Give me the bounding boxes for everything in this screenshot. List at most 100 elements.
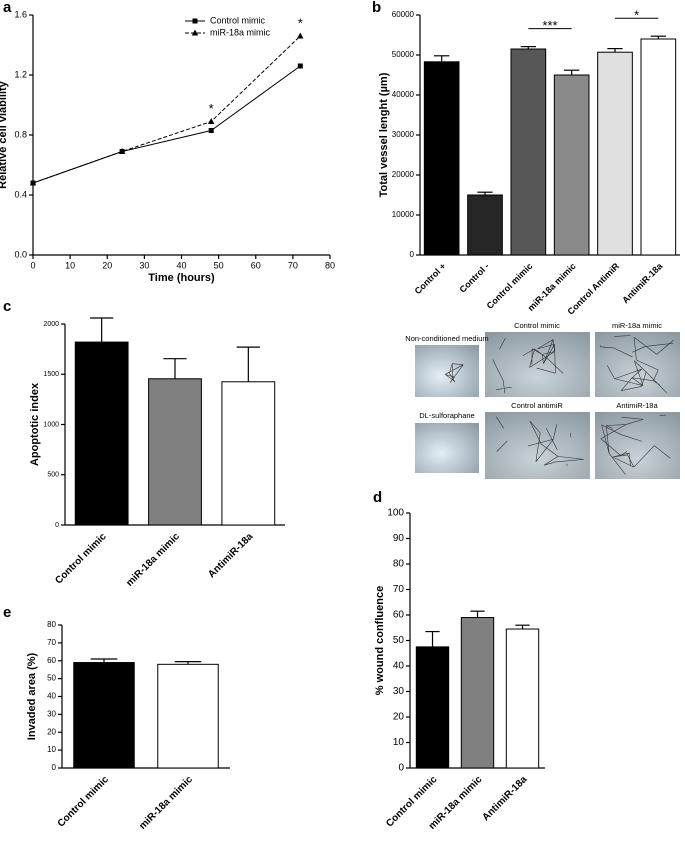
y-axis-label: Relative cell viability [0,80,9,188]
marker [208,118,215,124]
x-tick-label: Control mimic [53,531,109,587]
y-tick-label: 30000 [392,130,415,139]
marker [297,32,304,39]
x-tick-label: AntimiR-18a [480,774,529,823]
x-tick-label: miR-18a mimic [124,531,182,589]
annotation: * [298,15,303,30]
y-tick-label: 2000 [43,321,59,328]
series-line [32,35,301,184]
bar [510,48,547,256]
vessel-lines [492,337,564,394]
y-tick-label: 30 [47,709,56,718]
y-tick-label: 80 [47,620,56,629]
micrograph [485,412,590,479]
marker [29,179,37,186]
x-tick-label: AntimiR-18a [620,260,665,305]
legend-label: miR-18a mimic [210,27,271,37]
y-tick-label: 70 [47,638,56,647]
vessel-lines [600,335,674,394]
y-tick-label: 10 [47,745,56,754]
x-tick-label: miR-18a mimic [137,774,195,832]
y-tick-label: 0 [410,250,415,259]
y-tick-label: 0 [55,522,59,529]
series-line [32,65,301,184]
y-axis-label: Total vessel lenght (µm) [378,72,390,197]
y-tick-label: 1500 [43,371,59,378]
y-axis-label: % wound confluence [374,586,386,695]
y-tick-label: 0.4 [14,189,27,199]
y-axis-label: Apoptotic index [29,382,41,466]
y-tick-label: 10000 [392,210,415,219]
annotation: * [209,101,214,116]
annotation: * [634,8,639,23]
x-tick-label: 20 [102,260,112,270]
bar [74,341,129,526]
x-tick-label: 30 [139,260,149,270]
y-tick-label: 90 [393,533,405,544]
y-tick-label: 1000 [43,421,59,428]
micrograph-label: Control mimic [514,321,560,330]
vessel-lines [496,416,584,466]
marker [208,128,214,133]
x-tick-label: 10 [65,260,75,270]
panel-label: e [3,604,11,621]
panel-label: b [372,0,381,16]
y-tick-label: 40 [47,692,56,701]
y-tick-label: 100 [387,508,404,519]
x-tick-label: AntimiR-18a [206,531,255,580]
y-tick-label: 20 [393,712,405,723]
y-tick-label: 40 [393,661,405,672]
bar [467,194,503,256]
bar [423,61,460,256]
micrograph [595,412,680,479]
y-tick-label: 40000 [392,90,415,99]
y-tick-label: 0 [398,763,404,774]
x-tick-label: Control - [458,261,492,295]
annotation: *** [542,18,557,33]
marker [297,63,303,69]
x-tick-label: 70 [288,260,298,270]
bar [148,378,202,526]
y-tick-label: 70 [393,584,405,595]
bar [640,38,677,256]
y-tick-label: 20 [47,727,56,736]
panel-label: a [3,0,12,16]
micrograph-panel: Non-conditioned medium Control mimic miR… [405,321,680,479]
bar [221,381,276,526]
x-tick-label: 0 [30,260,35,270]
x-tick-label: 60 [251,260,261,270]
bar [505,628,540,769]
bar [415,646,450,769]
micrograph [415,345,479,397]
bar [73,662,135,769]
vessel-network [445,335,674,475]
micrograph-label: DL-sulforaphane [419,411,474,420]
x-axis-label: Time (hours) [148,272,215,284]
panel-label: c [3,298,11,315]
y-tick-label: 50000 [392,50,415,59]
y-tick-label: 60 [393,610,405,621]
bar [460,617,495,769]
x-tick-label: Control mimic [56,774,112,830]
y-tick-label: 1.6 [14,9,27,19]
y-tick-label: 50 [393,635,405,646]
y-tick-label: 0 [52,763,57,772]
bar [157,663,219,769]
legend-label: Control mimic [210,15,266,25]
y-tick-label: 20000 [392,170,415,179]
vessel-lines [600,414,671,475]
y-tick-label: 60 [47,656,56,665]
micrograph-label: AntimiR-18a [616,401,658,410]
y-tick-label: 60000 [392,10,415,19]
x-tick-label: 40 [176,260,186,270]
bar [553,74,590,256]
y-tick-label: 30 [393,686,405,697]
marker [118,148,126,154]
micrograph-label: Non-conditioned medium [405,334,488,343]
x-tick-label: Control + [413,261,448,296]
bar [597,51,633,256]
x-tick-label: 80 [325,260,335,270]
y-tick-label: 10 [393,737,405,748]
y-tick-label: 50 [47,674,56,683]
